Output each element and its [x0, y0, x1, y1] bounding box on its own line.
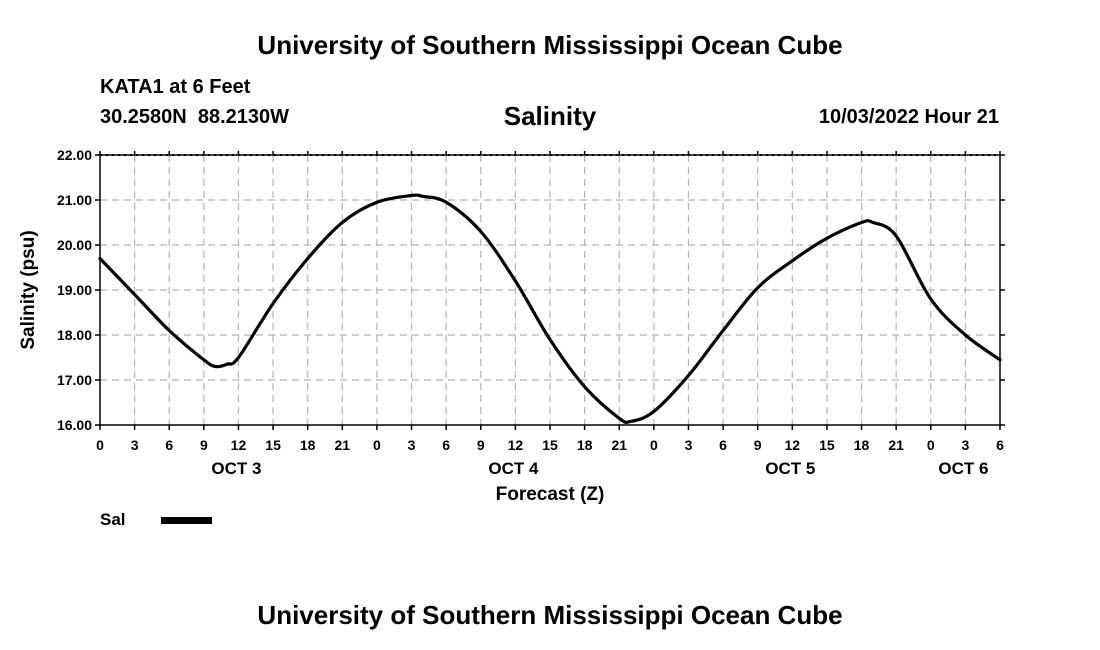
x-tick-label: 18 [300, 437, 316, 453]
day-label: OCT 3 [211, 459, 261, 478]
y-tick-label: 22.00 [57, 147, 92, 163]
footer-title: University of Southern Mississippi Ocean… [257, 600, 843, 630]
x-tick-label: 9 [477, 437, 485, 453]
x-tick-label: 0 [96, 437, 104, 453]
x-tick-label: 0 [927, 437, 935, 453]
x-tick-labels: 0 3 6 9 12 15 18 21 0 3 6 9 12 15 18 21 0 3 6 9 12 15 18 21 0 3 6 [96, 437, 1004, 453]
x-tick-label: 9 [754, 437, 762, 453]
x-tick-label: 21 [335, 437, 351, 453]
y-tick-labels: 16.00 17.00 18.00 19.00 20.00 21.00 22.00 [57, 147, 92, 433]
y-tick-label: 20.00 [57, 237, 92, 253]
day-label: OCT 5 [765, 459, 815, 478]
x-tick-label: 0 [650, 437, 658, 453]
x-tick-label: 3 [408, 437, 416, 453]
x-tick-label: 3 [685, 437, 693, 453]
variable-title: Salinity [503, 101, 597, 131]
x-tick-label: 6 [719, 437, 727, 453]
x-tick-label: 12 [231, 437, 247, 453]
station-label: KATA1 at 6 Feet [100, 76, 251, 98]
y-tick-label: 18.00 [57, 327, 92, 343]
x-tick-label: 12 [785, 437, 801, 453]
series-sal-line [98, 193, 1002, 425]
x-tick-label: 3 [961, 437, 969, 453]
y-axis-label: Salinity (psu) [18, 230, 39, 349]
day-labels: OCT 3 OCT 4 OCT 5 OCT 6 [211, 459, 988, 478]
axis-ticks [95, 151, 1005, 430]
x-tick-label: 15 [542, 437, 558, 453]
y-tick-label: 16.00 [57, 417, 92, 433]
x-tick-label: 6 [442, 437, 450, 453]
x-tick-label: 15 [819, 437, 835, 453]
y-tick-label: 17.00 [57, 372, 92, 388]
x-tick-label: 6 [996, 437, 1004, 453]
x-tick-label: 15 [265, 437, 281, 453]
grid-lines [100, 155, 1000, 425]
x-axis-label: Forecast (Z) [496, 484, 605, 505]
x-tick-label: 18 [854, 437, 870, 453]
x-tick-label: 21 [888, 437, 904, 453]
x-tick-label: 12 [508, 437, 524, 453]
coordinates-label: 30.2580N 88.2130W [100, 106, 290, 128]
timestamp-label: 10/03/2022 Hour 21 [818, 106, 999, 128]
legend-label: Sal [100, 510, 126, 529]
x-tick-label: 18 [577, 437, 593, 453]
x-tick-label: 9 [200, 437, 208, 453]
y-tick-label: 21.00 [57, 192, 92, 208]
legend-swatch [161, 517, 212, 524]
chart-main-title: University of Southern Mississippi Ocean… [257, 30, 843, 60]
x-tick-label: 0 [373, 437, 381, 453]
x-tick-label: 3 [131, 437, 139, 453]
x-tick-label: 21 [611, 437, 627, 453]
y-tick-label: 19.00 [57, 282, 92, 298]
x-tick-label: 6 [165, 437, 173, 453]
day-label: OCT 4 [488, 459, 539, 478]
day-label: OCT 6 [938, 459, 988, 478]
